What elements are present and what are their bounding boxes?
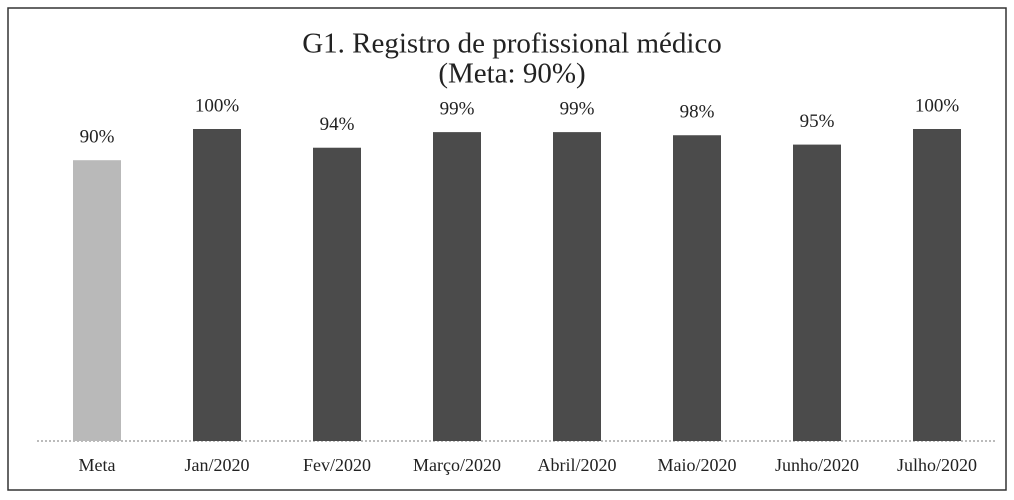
x-tick-label: Julho/2020 — [897, 455, 977, 475]
data-label: 90% — [80, 127, 115, 148]
bar — [433, 132, 481, 441]
data-label: 98% — [680, 102, 715, 123]
data-label: 99% — [440, 98, 475, 119]
bar — [193, 129, 241, 441]
data-label: 100% — [195, 95, 240, 116]
data-label: 94% — [320, 114, 355, 135]
bar — [913, 129, 961, 441]
x-tick-label: Jan/2020 — [185, 455, 250, 475]
x-tick-label: Abril/2020 — [538, 455, 617, 475]
bar — [673, 135, 721, 442]
x-tick-label: Fev/2020 — [303, 455, 371, 475]
bar — [73, 160, 121, 441]
bar — [793, 144, 841, 441]
x-tick-label: Março/2020 — [413, 455, 501, 475]
x-tick-label: Maio/2020 — [658, 455, 737, 475]
x-tick-label: Junho/2020 — [775, 455, 859, 475]
chart-title: G1. Registro de profissional médico — [302, 28, 722, 60]
bar — [313, 147, 361, 441]
chart-subtitle: (Meta: 90%) — [438, 58, 585, 90]
data-label: 95% — [800, 111, 835, 132]
bar — [553, 132, 601, 441]
x-tick-label: Meta — [79, 455, 116, 475]
data-label: 99% — [560, 98, 595, 119]
data-label: 100% — [915, 95, 960, 116]
